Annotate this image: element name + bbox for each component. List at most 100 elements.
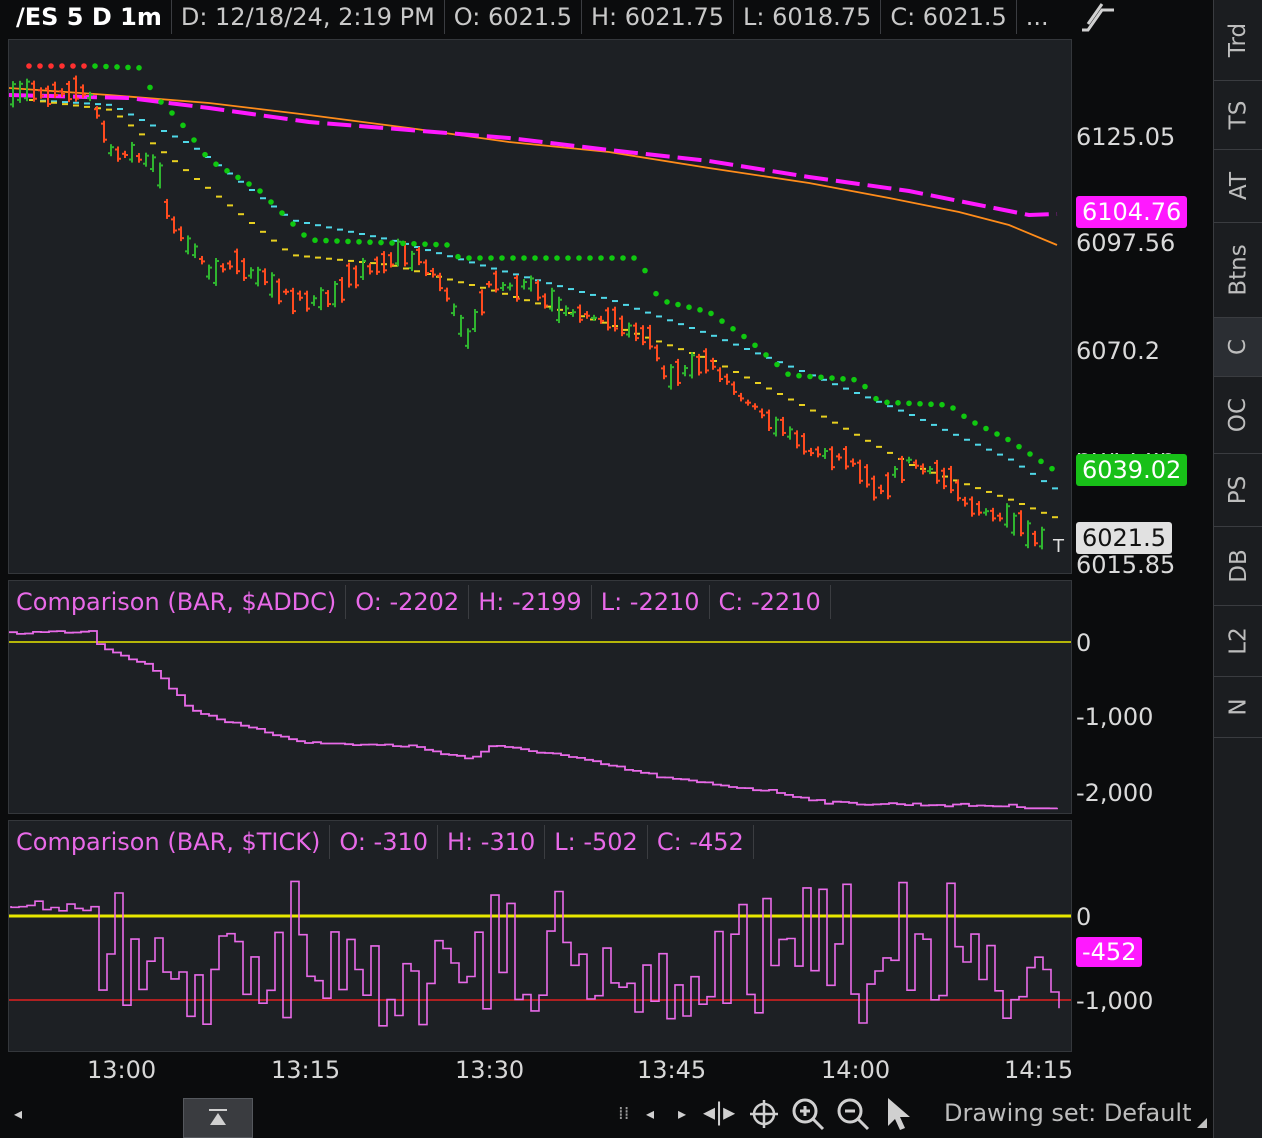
psar-dot bbox=[433, 241, 439, 248]
addc-comparison-pane[interactable] bbox=[8, 580, 1072, 814]
psar-dot bbox=[477, 255, 483, 261]
psar-dot bbox=[1049, 465, 1055, 472]
psar-dot bbox=[367, 239, 373, 245]
psar-dot bbox=[180, 122, 186, 129]
tick-close: C: -452 bbox=[648, 825, 754, 859]
psar-dot bbox=[543, 255, 549, 261]
psar-dot bbox=[664, 299, 670, 305]
tab-db[interactable]: DB bbox=[1214, 527, 1262, 606]
psar-dot bbox=[356, 238, 362, 245]
price-tick-label: 6070.2 bbox=[1076, 337, 1160, 365]
more-info-ellipsis[interactable]: ... bbox=[1025, 3, 1049, 31]
crosshair-icon[interactable] bbox=[748, 1098, 780, 1130]
tick-axis[interactable]: 0 -1,000 bbox=[1074, 820, 1210, 1052]
scroll-forward-icon[interactable]: ▸ bbox=[678, 1104, 687, 1123]
tab-ts[interactable]: TS bbox=[1214, 81, 1262, 150]
expand-up-icon bbox=[209, 1109, 227, 1125]
psar-dot bbox=[818, 374, 824, 381]
price-tick-label: 6097.56 bbox=[1076, 229, 1176, 257]
psar-dot bbox=[169, 110, 175, 116]
psar-dot bbox=[290, 221, 296, 227]
price-tick-label: 6125.05 bbox=[1076, 123, 1176, 151]
sma-price-tag: 6104.76 bbox=[1076, 196, 1188, 228]
price-tick-label: 6015.85 bbox=[1076, 551, 1176, 579]
resize-grip-icon[interactable] bbox=[1197, 1118, 1207, 1128]
psar-dot bbox=[147, 84, 153, 91]
psar-dot bbox=[895, 400, 901, 406]
psar-dot bbox=[686, 304, 692, 311]
addc-axis[interactable]: 0 -1,000 -2,000 bbox=[1074, 580, 1210, 814]
addc-tick-label: 0 bbox=[1076, 629, 1092, 657]
tab-trd[interactable]: Trd bbox=[1214, 0, 1262, 81]
psar-dot bbox=[444, 242, 450, 248]
zoom-in-icon[interactable] bbox=[790, 1096, 826, 1132]
tab-btns[interactable]: Btns bbox=[1214, 223, 1262, 318]
chart-header: /ES 5 D 1m D: 12/18/24, 2:19 PM O: 6021.… bbox=[8, 0, 1058, 34]
psar-dot bbox=[906, 400, 912, 407]
psar-dot bbox=[81, 63, 87, 69]
psar-dot bbox=[752, 342, 758, 349]
psar-dot bbox=[510, 255, 516, 261]
psar-dot bbox=[136, 65, 142, 71]
tick-open: O: -310 bbox=[330, 825, 439, 859]
tab-n[interactable]: N bbox=[1214, 677, 1262, 738]
tick-line bbox=[10, 880, 1060, 1027]
psar-dot bbox=[1038, 458, 1044, 465]
zoom-fit-icon[interactable]: ◂|▸ bbox=[703, 1098, 736, 1126]
psar-dot bbox=[972, 420, 978, 426]
scroll-left-icon[interactable]: ◂ bbox=[14, 1104, 23, 1123]
addc-title[interactable]: Comparison (BAR, $ADDC) bbox=[8, 585, 347, 619]
tab-oc[interactable]: OC bbox=[1214, 377, 1262, 454]
psar-dot bbox=[125, 64, 131, 71]
psar-dot bbox=[994, 431, 1000, 437]
tab-l2[interactable]: L2 bbox=[1214, 606, 1262, 677]
tab-c[interactable]: C bbox=[1214, 318, 1262, 377]
cursor-pointer-icon[interactable] bbox=[884, 1096, 914, 1132]
addc-tick-label: -2,000 bbox=[1076, 779, 1154, 807]
psar-dot bbox=[565, 255, 571, 261]
psar-dot bbox=[851, 376, 857, 383]
drag-handle-icon[interactable]: ⁞⁞ bbox=[618, 1103, 630, 1124]
psar-dot bbox=[37, 63, 43, 69]
psar-dot bbox=[92, 63, 98, 69]
psar-dot bbox=[708, 310, 714, 317]
psar-dot bbox=[312, 237, 318, 244]
price-axis[interactable]: 6125.05 6097.56 6070.2 6042.86 6015.85 bbox=[1074, 39, 1210, 575]
last-trade-marker: T bbox=[1053, 536, 1064, 557]
tab-label: N bbox=[1225, 698, 1252, 716]
psar-dot bbox=[1027, 451, 1033, 457]
addc-plot[interactable] bbox=[9, 581, 1071, 813]
scroll-back-icon[interactable]: ◂ bbox=[646, 1104, 655, 1123]
addc-high: H: -2199 bbox=[469, 585, 592, 619]
time-label: 13:15 bbox=[271, 1056, 341, 1084]
psar-dot bbox=[301, 232, 307, 238]
time-label: 13:30 bbox=[455, 1056, 525, 1084]
psar-dot bbox=[224, 168, 230, 174]
expand-panel-button[interactable] bbox=[183, 1098, 253, 1138]
drawing-set-label[interactable]: Drawing set: Default bbox=[944, 1099, 1192, 1127]
psar-dot bbox=[323, 237, 329, 244]
psar-dot bbox=[829, 375, 835, 381]
tab-label: L2 bbox=[1225, 627, 1252, 655]
tab-label: OC bbox=[1225, 397, 1252, 433]
price-chart-pane[interactable] bbox=[8, 39, 1072, 574]
zoom-out-icon[interactable] bbox=[835, 1096, 871, 1132]
price-chart-plot[interactable] bbox=[9, 40, 1071, 573]
tick-title[interactable]: Comparison (BAR, $TICK) bbox=[8, 825, 331, 859]
tick-high: H: -310 bbox=[438, 825, 546, 859]
symbol-label[interactable]: /ES 5 D 1m bbox=[8, 0, 172, 34]
psar-dot bbox=[70, 63, 76, 69]
tick-comparison-pane[interactable] bbox=[8, 820, 1072, 1052]
chart-style-icon[interactable] bbox=[1078, 0, 1126, 36]
psar-dot bbox=[983, 425, 989, 432]
psar-dot bbox=[158, 99, 164, 105]
psar-dot bbox=[840, 376, 846, 382]
psar-dot bbox=[631, 255, 637, 261]
psar-dot bbox=[620, 255, 626, 261]
tab-at[interactable]: AT bbox=[1214, 150, 1262, 223]
addc-line bbox=[9, 630, 1058, 810]
tick-plot[interactable] bbox=[9, 821, 1071, 1051]
psar-dot bbox=[257, 188, 263, 194]
tab-ps[interactable]: PS bbox=[1214, 454, 1262, 527]
psar-dot bbox=[950, 405, 956, 411]
